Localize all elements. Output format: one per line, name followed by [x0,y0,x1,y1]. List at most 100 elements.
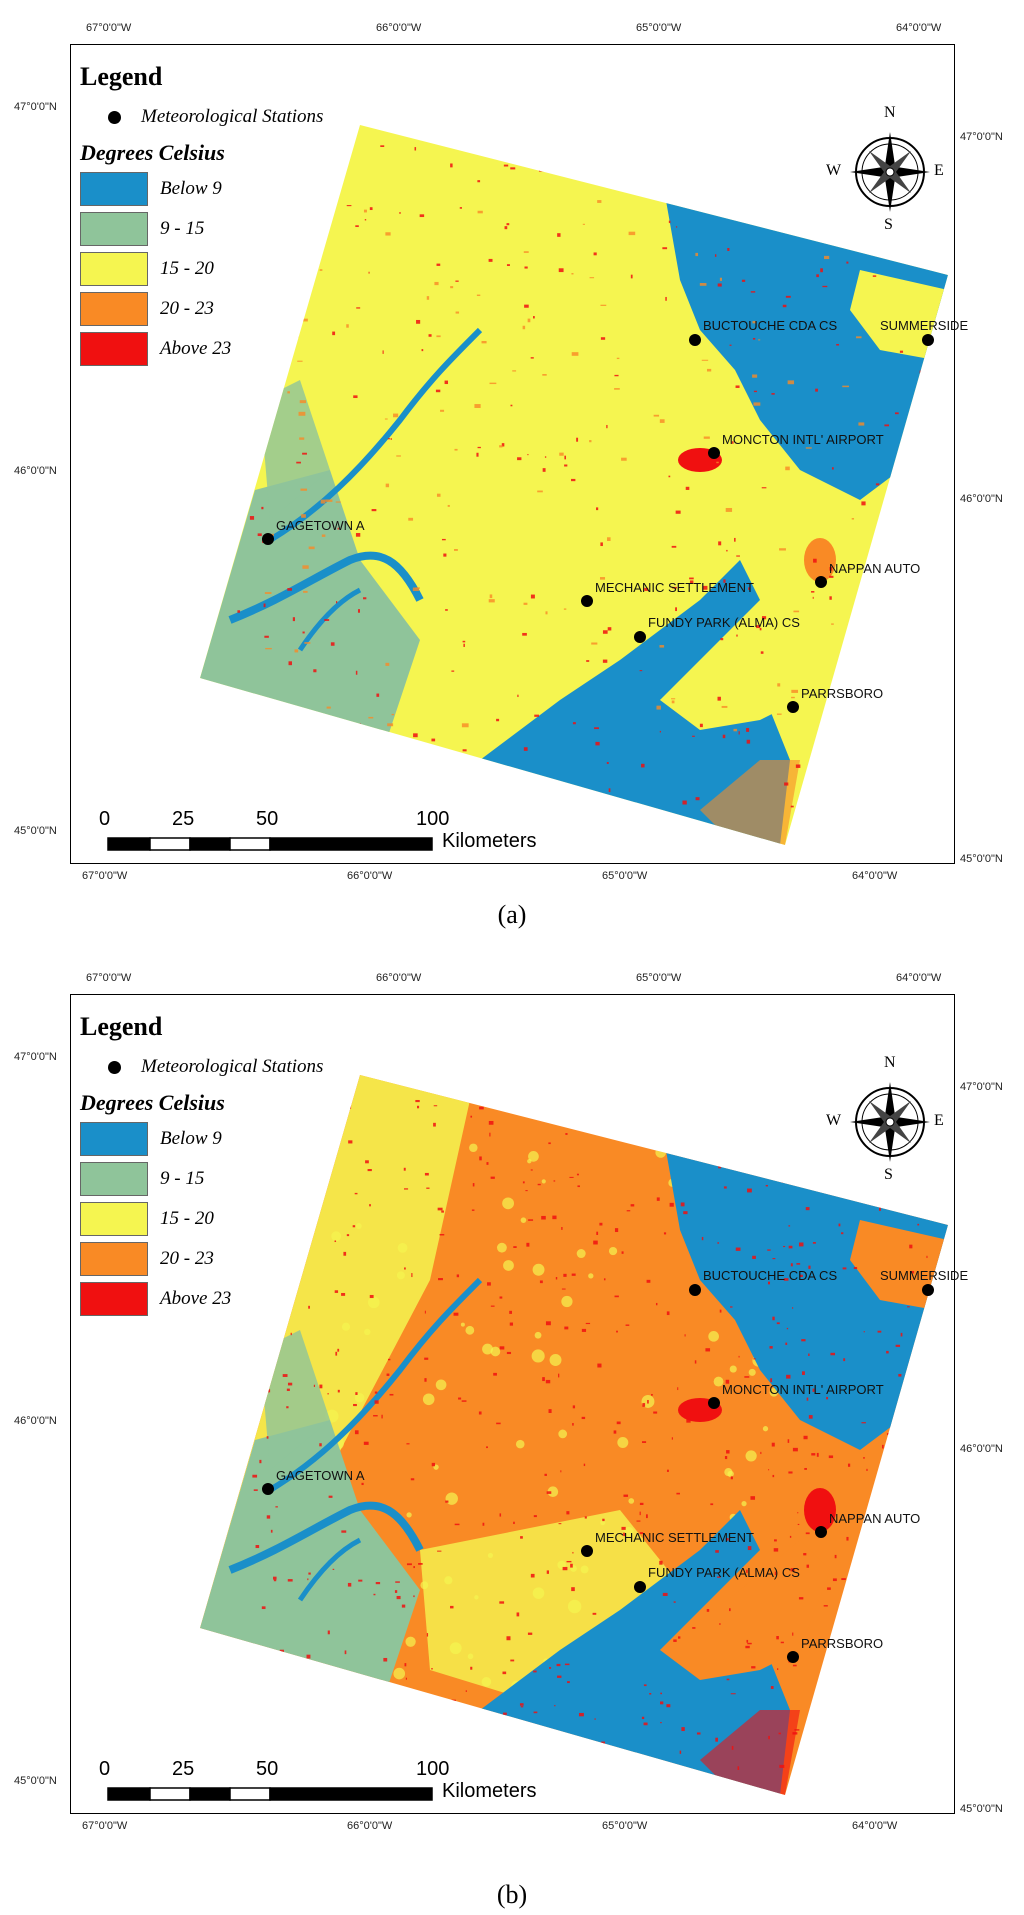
scale-bar-label: 100 [416,1758,450,1780]
scale-bar [107,837,433,851]
top-tick-label: 66°0'0"W [376,22,422,34]
station-marker [708,1397,720,1409]
station-marker [922,1284,934,1296]
right-tick-label: 47°0'0"N [960,131,1003,143]
map-legend: Legend Meteorological Stations Degrees Cel… [80,62,380,366]
station-label: NAPPAN AUTO [829,561,921,576]
legend-swatch [80,332,148,366]
station-marker [787,1651,799,1663]
station-label: FUNDY PARK (ALMA) CS [648,615,800,630]
station-label: BUCTOUCHE CDA CS [703,1268,838,1283]
station-label: SUMMERSIDE [880,1268,969,1283]
station-label: GAGETOWN A [276,1468,365,1483]
station-label: SUMMERSIDE [880,318,969,333]
station-marker [581,1545,593,1557]
legend-swatch [80,172,148,206]
station-label: NAPPAN AUTO [829,1511,921,1526]
station-label: PARRSBORO [801,686,884,701]
scale-bar [107,1787,433,1801]
panel-label-b: (b) [496,1880,528,1909]
left-tick-label: 47°0'0"N [14,101,57,113]
legend-swatch [80,252,148,286]
legend-item-label: 9 - 15 [160,218,205,239]
legend-item-label: 15 - 20 [160,258,214,279]
right-tick-label: 45°0'0"N [960,853,1003,865]
left-tick-label: 47°0'0"N [14,1051,57,1063]
legend-item: 9 - 15 [80,1162,380,1196]
station-dot-icon [108,1060,121,1074]
map-panel-a: Legend Meteorological Stations Degrees Cel… [0,0,1024,930]
legend-item-label: 20 - 23 [160,298,214,319]
compass-letter-e: E [934,1112,944,1129]
top-tick-label: 65°0'0"W [636,22,682,34]
legend-station-entry: Meteorological Stations [80,106,380,128]
compass-rose-icon [850,132,930,212]
compass-letter-s: S [884,1166,893,1183]
nova-scotia-land [660,590,830,730]
left-tick-label: 45°0'0"N [14,825,57,837]
right-tick-label: 46°0'0"N [960,1443,1003,1455]
compass-rose-icon [850,1082,930,1162]
legend-swatch [80,292,148,326]
map-legend: Legend Meteorological Stations Degrees Cel… [80,1012,380,1316]
bottom-tick-label: 65°0'0"W [602,1820,648,1832]
legend-title: Legend [80,62,163,91]
station-marker [262,1483,274,1495]
saint-john-river [268,327,483,543]
station-marker [634,1581,646,1593]
top-tick-label: 65°0'0"W [636,972,682,984]
scale-bar-label: 0 [99,808,111,830]
saint-john-river [268,1277,483,1493]
bottom-tick-label: 67°0'0"W [82,1820,128,1832]
station-marker [689,1284,701,1296]
right-tick-label: 45°0'0"N [960,1803,1003,1815]
southwest-lowland [200,1420,420,1710]
station-dot-icon [108,110,121,124]
legend-swatch [80,1202,148,1236]
legend-item: 15 - 20 [80,252,380,286]
map-panel-b: Legend Meteorological Stations Degrees Cel… [0,950,1024,1880]
right-tick-label: 47°0'0"N [960,1081,1003,1093]
station-marker [262,533,274,545]
top-tick-label: 66°0'0"W [376,972,422,984]
legend-swatch [80,1282,148,1316]
legend-subtitle: Degrees Celsius [80,140,225,165]
legend-item: 20 - 23 [80,292,380,326]
legend-station-label: Meteorological Stations [141,106,324,127]
station-marker [708,447,720,459]
legend-item-label: 9 - 15 [160,1168,205,1189]
station-marker [689,334,701,346]
nova-scotia-land [660,1540,830,1680]
station-marker [815,1526,827,1538]
station-label: MECHANIC SETTLEMENT [595,580,754,595]
station-marker [922,334,934,346]
legend-item: Above 23 [80,1282,380,1316]
scale-bar-label: 50 [256,1758,279,1780]
scale-bar-label: 0 [99,1758,111,1780]
station-label: GAGETOWN A [276,518,365,533]
scale-bar-label: 25 [172,1758,195,1780]
compass-letter-s: S [884,216,893,233]
station-label: MONCTON INTL' AIRPORT [722,432,884,447]
station-label: PARRSBORO [801,1636,884,1651]
scale-bar-label: 100 [416,808,450,830]
legend-swatch [80,212,148,246]
southwest-lowland [200,470,420,760]
left-tick-label: 46°0'0"N [14,1415,57,1427]
bottom-tick-label: 64°0'0"W [852,870,898,882]
legend-item-label: 15 - 20 [160,1208,214,1229]
northumberland-strait [665,195,948,500]
bay-of-fundy [480,560,790,845]
bottom-tick-label: 66°0'0"W [347,1820,393,1832]
compass-letter-e: E [934,162,944,179]
compass-letter-w: W [826,1112,842,1129]
legend-station-label: Meteorological Stations [141,1056,324,1077]
legend-item-label: Above 23 [160,1288,232,1309]
bottom-tick-label: 66°0'0"W [347,870,393,882]
left-tick-label: 45°0'0"N [14,1775,57,1787]
legend-swatch [80,1162,148,1196]
legend-item: Above 23 [80,332,380,366]
bottom-tick-label: 65°0'0"W [602,870,648,882]
compass-letter-n: N [884,1054,896,1071]
legend-subtitle: Degrees Celsius [80,1090,225,1115]
